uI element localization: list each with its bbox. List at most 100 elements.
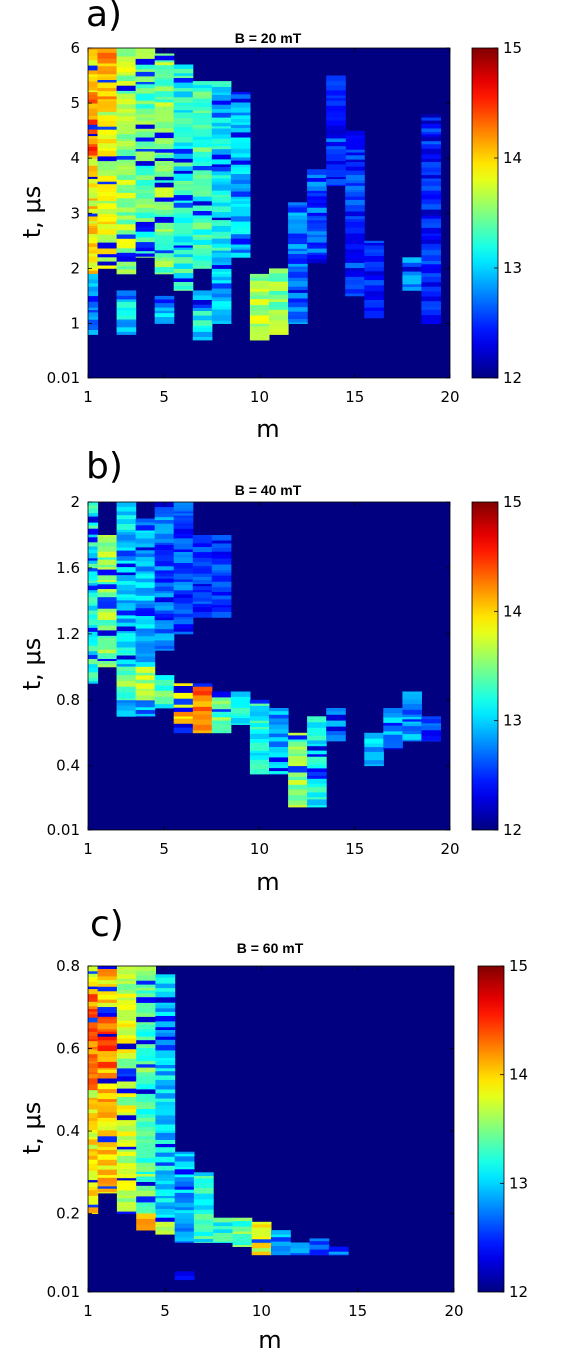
heatmap-cell — [88, 136, 99, 139]
x-tick-label: 20 — [444, 1302, 463, 1320]
heatmap-cell — [154, 216, 175, 224]
heatmap-cell — [211, 720, 232, 725]
heatmap-cell — [88, 138, 99, 145]
heatmap-cell — [249, 339, 270, 341]
heatmap-cell — [192, 240, 213, 246]
heatmap-cell — [421, 315, 441, 321]
heatmap-cell — [88, 973, 99, 978]
heatmap-cell — [136, 1055, 156, 1062]
heatmap-cell — [307, 215, 327, 219]
heatmap-cell — [211, 301, 232, 307]
heatmap-cell — [154, 182, 175, 188]
heatmap-cell — [402, 266, 422, 273]
heatmap-cell — [97, 166, 118, 171]
heatmap-cell — [88, 225, 99, 229]
heatmap-cell — [345, 289, 365, 294]
heatmap-cell — [211, 551, 232, 556]
heatmap-cell — [88, 672, 99, 679]
heatmap-cell — [173, 517, 194, 522]
heatmap-cell — [88, 642, 99, 647]
heatmap-cell — [116, 215, 137, 220]
heatmap-cell — [154, 121, 175, 126]
heatmap-cell — [421, 175, 441, 179]
heatmap-cell — [116, 1102, 137, 1106]
heatmap-cell — [116, 600, 137, 604]
heatmap-cell — [116, 273, 137, 275]
heatmap-cell — [97, 980, 118, 985]
heatmap-cell — [345, 271, 365, 278]
heatmap-cell — [192, 607, 213, 613]
heatmap-cell — [155, 1140, 176, 1145]
heatmap-cell — [88, 87, 99, 91]
heatmap-cell — [135, 242, 156, 249]
heatmap-cell — [116, 560, 137, 564]
heatmap-cell — [88, 971, 99, 975]
x-tick-label: 10 — [250, 840, 269, 858]
heatmap-cell — [116, 1053, 137, 1060]
heatmap-cell — [230, 249, 251, 254]
heatmap-cell — [230, 122, 251, 126]
heatmap-cell — [116, 1149, 137, 1153]
heatmap-cell — [364, 302, 384, 308]
heatmap-cell — [421, 282, 441, 288]
heatmap-cell — [97, 52, 118, 60]
heatmap-cell — [364, 245, 384, 250]
heatmap-cell — [288, 266, 308, 270]
heatmap-cell — [192, 88, 213, 92]
heatmap-cell — [116, 618, 137, 624]
heatmap-cell — [155, 1045, 176, 1051]
heatmap-cell — [136, 1012, 156, 1018]
heatmap-cell — [154, 69, 175, 75]
heatmap-cell — [97, 646, 118, 650]
heatmap-cell — [154, 143, 175, 150]
heatmap-cell — [173, 525, 194, 530]
heatmap-cell — [154, 197, 175, 203]
heatmap-cell — [364, 291, 384, 297]
heatmap-cell — [173, 554, 194, 558]
heatmap-cell — [230, 191, 251, 198]
heatmap-cell — [155, 977, 176, 984]
heatmap-cell — [135, 82, 156, 85]
heatmap-cell — [155, 988, 176, 993]
heatmap-cell — [345, 211, 365, 217]
heatmap-cell — [345, 162, 365, 168]
heatmap-cell — [116, 252, 137, 257]
heatmap-cell — [421, 114, 441, 118]
heatmap-cell — [88, 1204, 99, 1208]
heatmap-cell — [173, 557, 194, 564]
heatmap-cell — [88, 1099, 99, 1105]
heatmap-cell — [174, 1271, 195, 1277]
heatmap-cell — [326, 735, 346, 742]
heatmap-cell — [288, 202, 308, 206]
heatmap-cell — [88, 108, 99, 114]
heatmap-cell — [192, 706, 213, 712]
heatmap-cell — [136, 1219, 156, 1226]
heatmap-cell — [173, 692, 194, 700]
heatmap-cell — [154, 322, 175, 324]
heatmap-cell — [155, 1162, 176, 1167]
heatmap-cell — [88, 1089, 99, 1093]
heatmap-cell — [88, 1074, 99, 1079]
heatmap-cell — [421, 264, 441, 268]
colorbar-tick-label: 15 — [503, 493, 522, 511]
heatmap-cell — [173, 118, 194, 125]
heatmap-cell — [174, 1275, 195, 1281]
heatmap-cell — [154, 161, 175, 167]
heatmap-cell — [154, 313, 175, 318]
heatmap-cell — [211, 599, 232, 606]
heatmap-cell — [364, 256, 384, 263]
heatmap-cell — [269, 309, 289, 316]
heatmap-cell — [364, 261, 384, 268]
heatmap-cell — [88, 223, 99, 227]
heatmap-cell — [251, 1236, 272, 1240]
heatmap-cell — [192, 170, 213, 176]
heatmap-cell — [135, 114, 156, 118]
heatmap-cell — [211, 701, 232, 705]
heatmap-cell — [116, 1146, 137, 1150]
heatmap-cell — [288, 753, 308, 757]
heatmap-cell — [88, 602, 99, 606]
heatmap-cell — [326, 177, 346, 180]
heatmap-cell — [88, 982, 99, 989]
heatmap-cell — [116, 179, 137, 186]
heatmap-cell — [383, 743, 403, 749]
